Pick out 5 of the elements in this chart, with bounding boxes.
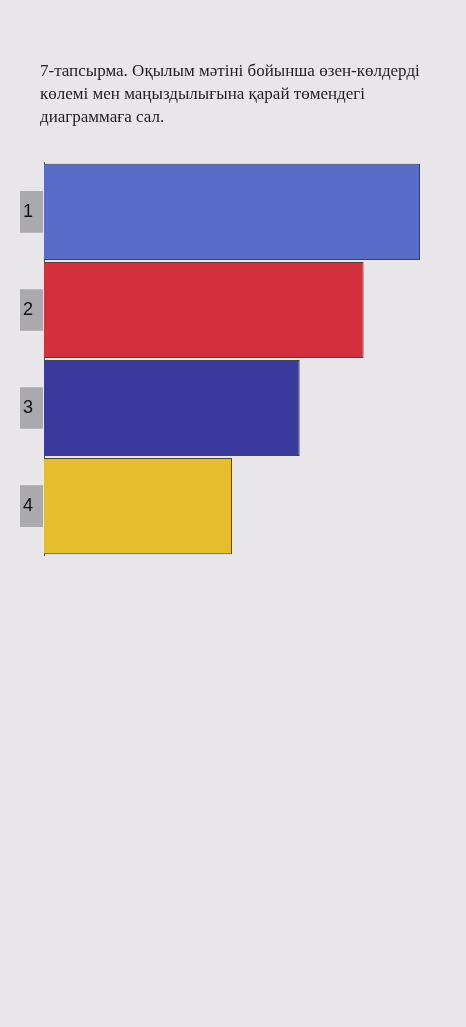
y-tick-label: 1 [23,200,34,221]
y-tick-label: 2 [23,298,34,319]
y-tick-label: 3 [23,396,34,417]
y-tick-label: 4 [23,494,34,515]
chart-title: 7-тапсырма. Оқылым мәтіні бойынша өзен-көлдерді көлемі мен маңыздылығына қарай төмендегі диаграммаға сал. [39,60,421,128]
